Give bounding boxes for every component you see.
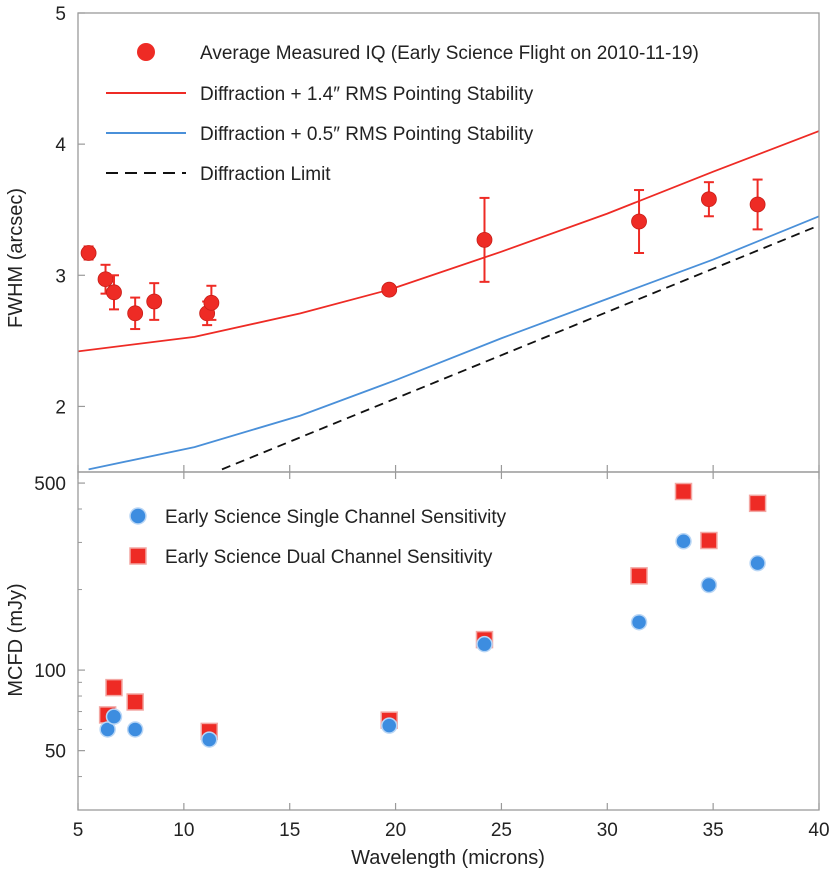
legend-marker-measured-iq [137, 43, 155, 61]
bottom-legend: Early Science Single Channel Sensitivity… [129, 507, 507, 568]
x-tick-label: 20 [385, 820, 406, 841]
top-panel [78, 130, 819, 471]
x-tick-label: 15 [279, 820, 300, 841]
x-tick-label: 35 [703, 820, 724, 841]
legend-label: Average Measured IQ (Early Science Fligh… [200, 43, 699, 64]
measured-iq-point [701, 191, 717, 208]
measured-iq-point [749, 196, 766, 213]
series-line-1 [78, 130, 819, 353]
single-channel-point [201, 731, 218, 748]
single-channel-point [126, 721, 144, 738]
measured-iq-point [97, 271, 114, 288]
x-tick-label: 5 [73, 820, 84, 841]
top-y-tick-label: 5 [55, 4, 66, 25]
single-channel-point [476, 635, 493, 653]
top-legend: Average Measured IQ (Early Science Fligh… [106, 43, 699, 185]
legend-label: Diffraction Limit [200, 164, 331, 185]
top-y-tick-label: 3 [55, 266, 66, 287]
legend-label: Diffraction + 1.4″ RMS Pointing Stabilit… [200, 84, 534, 105]
measured-iq-point [476, 231, 493, 248]
x-tick-label: 30 [597, 820, 618, 841]
legend-label: Early Science Dual Channel Sensitivity [165, 547, 493, 568]
x-axis-label: Wavelength (microns) [351, 847, 545, 869]
single-channel-point [105, 708, 123, 725]
bottom-panel-frame [77, 471, 820, 811]
measured-iq-point [381, 281, 398, 298]
legend-label: Diffraction + 0.5″ RMS Pointing Stabilit… [200, 124, 534, 145]
single-channel-point [380, 717, 398, 734]
single-channel-point [99, 721, 116, 738]
top-y-tick-label: 4 [55, 135, 66, 156]
measured-iq-point [106, 284, 122, 301]
legend-marker-dual-channel [129, 547, 147, 565]
dual-channel-point [674, 482, 693, 501]
x-tick-label: 10 [173, 820, 194, 841]
single-channel-point [700, 576, 718, 594]
single-channel-point [749, 554, 766, 572]
bottom-y-tick-label: 50 [45, 742, 66, 763]
series-line-2 [88, 215, 819, 471]
top-y-axis-label: FWHM (arcsec) [5, 188, 27, 328]
dual-channel-point [700, 531, 718, 550]
dual-channel-point [748, 494, 767, 513]
measured-iq-point [80, 245, 97, 261]
single-channel-point [675, 533, 692, 550]
top-y-tick-label: 2 [55, 397, 66, 418]
bottom-panel [98, 482, 767, 748]
measured-iq-point [146, 293, 163, 310]
bottom-y-axis-ticks: 50 100 500 [34, 474, 85, 778]
series-line-3 [221, 224, 819, 471]
measured-iq-point [127, 305, 144, 322]
bottom-y-tick-label: 100 [34, 661, 66, 682]
legend-marker-single-channel [129, 507, 147, 525]
legend-label: Early Science Single Channel Sensitivity [165, 507, 507, 528]
bottom-y-tick-label: 500 [34, 474, 66, 495]
bottom-y-axis-label: MCFD (mJy) [5, 583, 27, 696]
dual-channel-point [105, 678, 123, 697]
top-y-axis-ticks: 2 3 4 5 [55, 4, 85, 418]
x-tick-label: 25 [491, 820, 512, 841]
measured-iq-point [631, 213, 647, 230]
top-plot-area [78, 130, 819, 471]
x-axis-ticks: 5 10 15 20 25 30 35 40 [73, 465, 830, 841]
dual-channel-point [630, 567, 648, 585]
measured-iq-point [203, 294, 220, 311]
single-channel-point [630, 613, 648, 631]
x-tick-label: 40 [808, 820, 829, 841]
dual-channel-point [126, 693, 144, 711]
